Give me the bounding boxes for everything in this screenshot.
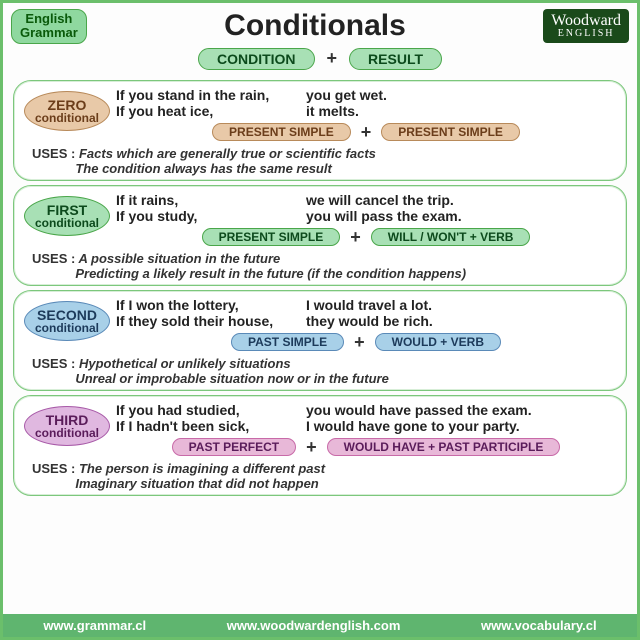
example-condition: If you heat ice, (116, 103, 306, 119)
plus-icon: + (350, 227, 361, 248)
uses: USES : Hypothetical or unlikely situatio… (24, 356, 616, 386)
example-result: you would have passed the exam. (306, 402, 616, 418)
examples: If you stand in the rain, you get wet. I… (116, 87, 616, 146)
uses-line: Unreal or improbable situation now or in… (75, 371, 388, 386)
grammar-chart: English Grammar Conditionals Woodward EN… (0, 0, 640, 640)
subject-badge: English Grammar (11, 9, 87, 44)
conditional-label-oval: SECOND conditional (24, 301, 110, 341)
tense-right-pill: WOULD + VERB (375, 333, 501, 351)
logo-sub: ENGLISH (551, 29, 621, 39)
example-result: it melts. (306, 103, 616, 119)
uses-line: Facts which are generally true or scient… (79, 146, 376, 161)
conditional-ordinal: SECOND (37, 308, 97, 322)
sub-header: CONDITION + RESULT (3, 48, 637, 70)
conditional-word: conditional (35, 427, 99, 439)
conditional-label-oval: ZERO conditional (24, 91, 110, 131)
tense-left-pill: PRESENT SIMPLE (202, 228, 341, 246)
uses-label: USES : (32, 146, 75, 161)
example-condition: If they sold their house, (116, 313, 306, 329)
conditional-section: FIRST conditional If it rains, we will c… (13, 185, 627, 286)
plus-icon: + (327, 48, 338, 69)
logo-main: Woodward (551, 12, 621, 29)
uses-line: A possible situation in the future (78, 251, 280, 266)
tense-right-pill: PRESENT SIMPLE (381, 123, 520, 141)
plus-icon: + (361, 122, 372, 143)
conditional-section: SECOND conditional If I won the lottery,… (13, 290, 627, 391)
conditional-label-oval: FIRST conditional (24, 196, 110, 236)
conditional-word: conditional (35, 112, 99, 124)
plus-icon: + (354, 332, 365, 353)
tense-right-pill: WOULD HAVE + PAST PARTICIPLE (327, 438, 561, 456)
badge-line2: Grammar (20, 26, 78, 40)
tense-formula: PAST PERFECT + WOULD HAVE + PAST PARTICI… (116, 437, 616, 458)
tense-formula: PAST SIMPLE + WOULD + VERB (116, 332, 616, 353)
footer-link: www.woodwardenglish.com (227, 618, 401, 633)
uses-line: Hypothetical or unlikely situations (79, 356, 291, 371)
conditional-word: conditional (35, 322, 99, 334)
footer-link: www.grammar.cl (43, 618, 146, 633)
example-result: we will cancel the trip. (306, 192, 616, 208)
uses: USES : Facts which are generally true or… (24, 146, 616, 176)
tense-right-pill: WILL / WON'T + VERB (371, 228, 531, 246)
examples: If I won the lottery, I would travel a l… (116, 297, 616, 356)
example-result: you will pass the exam. (306, 208, 616, 224)
plus-icon: + (306, 437, 317, 458)
footer-link: www.vocabulary.cl (481, 618, 597, 633)
conditional-ordinal: THIRD (46, 413, 89, 427)
uses-line: The person is imagining a different past (79, 461, 325, 476)
example-condition: If you stand in the rain, (116, 87, 306, 103)
conditional-ordinal: ZERO (48, 98, 87, 112)
logo: Woodward ENGLISH (543, 9, 629, 43)
uses-line: The condition always has the same result (75, 161, 331, 176)
uses-line: Predicting a likely result in the future… (75, 266, 466, 281)
badge-line1: English (20, 12, 78, 26)
example-result: I would travel a lot. (306, 297, 616, 313)
example-result: I would have gone to your party. (306, 418, 616, 434)
footer: www.grammar.cl www.woodwardenglish.com w… (3, 614, 637, 637)
conditional-word: conditional (35, 217, 99, 229)
examples: If it rains, we will cancel the trip. If… (116, 192, 616, 251)
example-condition: If I won the lottery, (116, 297, 306, 313)
tense-formula: PRESENT SIMPLE + WILL / WON'T + VERB (116, 227, 616, 248)
example-result: you get wet. (306, 87, 616, 103)
tense-formula: PRESENT SIMPLE + PRESENT SIMPLE (116, 122, 616, 143)
page-title: Conditionals (87, 9, 543, 43)
header: English Grammar Conditionals Woodward EN… (3, 3, 637, 46)
condition-pill: CONDITION (198, 48, 315, 70)
example-condition: If it rains, (116, 192, 306, 208)
uses: USES : The person is imagining a differe… (24, 461, 616, 491)
tense-left-pill: PRESENT SIMPLE (212, 123, 351, 141)
conditional-ordinal: FIRST (47, 203, 87, 217)
example-condition: If I hadn't been sick, (116, 418, 306, 434)
conditional-section: ZERO conditional If you stand in the rai… (13, 80, 627, 181)
uses-line: Imaginary situation that did not happen (75, 476, 318, 491)
uses-label: USES : (32, 461, 75, 476)
uses: USES : A possible situation in the futur… (24, 251, 616, 281)
sections-container: ZERO conditional If you stand in the rai… (3, 76, 637, 500)
example-condition: If you study, (116, 208, 306, 224)
examples: If you had studied, you would have passe… (116, 402, 616, 461)
example-condition: If you had studied, (116, 402, 306, 418)
example-result: they would be rich. (306, 313, 616, 329)
conditional-section: THIRD conditional If you had studied, yo… (13, 395, 627, 496)
tense-left-pill: PAST PERFECT (172, 438, 296, 456)
uses-label: USES : (32, 251, 75, 266)
tense-left-pill: PAST SIMPLE (231, 333, 344, 351)
conditional-label-oval: THIRD conditional (24, 406, 110, 446)
result-pill: RESULT (349, 48, 442, 70)
uses-label: USES : (32, 356, 75, 371)
